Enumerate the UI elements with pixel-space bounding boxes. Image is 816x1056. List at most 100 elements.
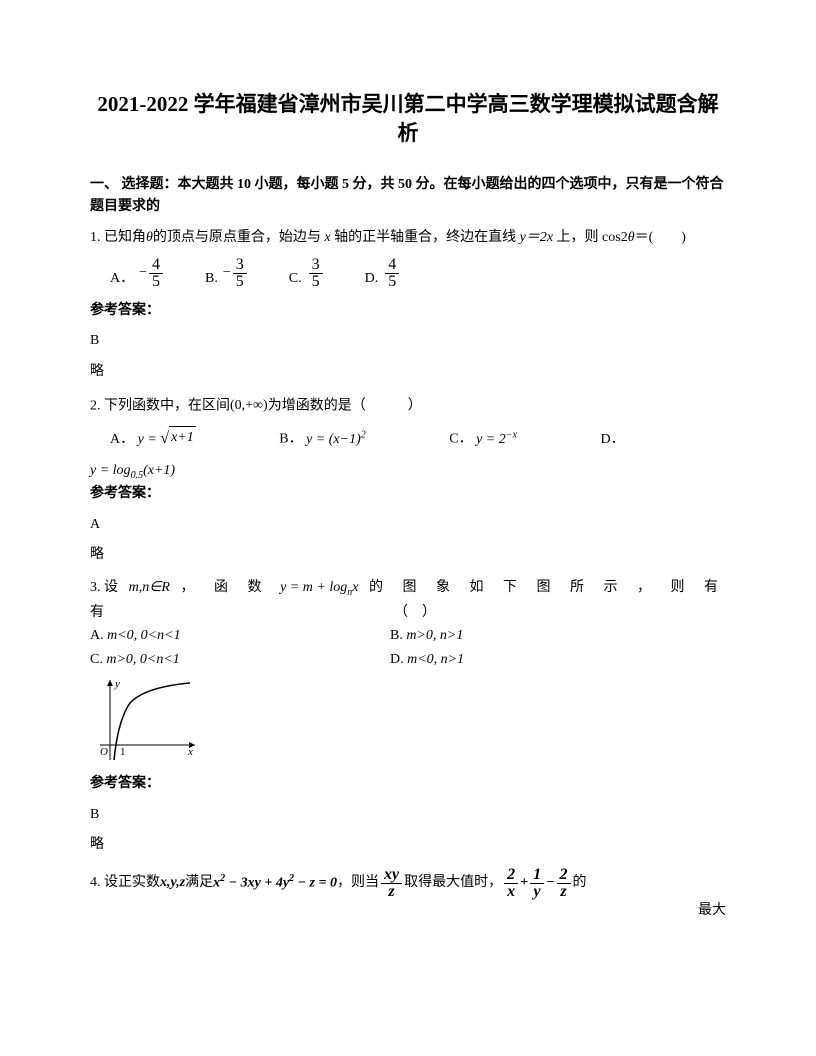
- q1-t3: 轴的正半轴重合，终边在直线: [331, 230, 520, 245]
- q2-d-label: D．: [600, 432, 624, 447]
- q4-f1-num: xy: [381, 867, 402, 884]
- q1-opt-d: D. 45: [365, 257, 402, 290]
- q3-opt-a: A. m<0, 0<n<1: [90, 625, 390, 647]
- q1-d-frac: 45: [385, 257, 399, 290]
- q3-paren: （ ）: [104, 602, 726, 624]
- graph-y-label: y: [114, 678, 120, 690]
- q4-expr2: 2x + 1y − 2z: [502, 867, 572, 900]
- q4-t5: 的: [573, 872, 587, 894]
- q1-t1: 1. 已知角: [90, 230, 146, 245]
- q4-tail: 最大: [90, 900, 726, 922]
- question-4: 4. 设正实数 x,y,z 满足 x2 − 3xy + 4y2 − z = 0 …: [90, 867, 726, 922]
- q2-a-expr: y = √x+1: [138, 432, 196, 447]
- page-title: 2021-2022 学年福建省漳州市吴川第二中学高三数学理模拟试题含解析: [90, 90, 726, 149]
- q2-c-label: C．: [449, 432, 472, 447]
- q2-b-expr: y = (x−1)2: [306, 432, 366, 447]
- graph-x-intercept: 1: [120, 746, 126, 758]
- q3-d-expr: m<0, n>1: [407, 652, 464, 667]
- q4-e2-d1: x: [504, 884, 518, 900]
- q1-brief: 略: [90, 361, 726, 383]
- q1-opt-c: C. 35: [289, 257, 325, 290]
- q3-text-row1: 3. 设 m,n∈R ， 函 数 y = m + lognx 的 图 象 如 下…: [90, 577, 726, 601]
- graph-origin: O: [100, 746, 108, 758]
- q1-a-num: 4: [149, 257, 163, 274]
- q2-t1: 2. 下列函数中，在区间: [90, 399, 230, 414]
- q4-eq: x2 − 3xy + 4y2 − z = 0: [213, 871, 337, 895]
- q3-func: y = m + lognx: [280, 577, 358, 601]
- question-1: 1. 已知角θ的顶点与原点重合，始边与 x 轴的正半轴重合，终边在直线 y＝2x…: [90, 227, 726, 384]
- q1-d-num: 4: [385, 257, 399, 274]
- q4-t2: 满足: [185, 872, 213, 894]
- graph-x-label: x: [187, 746, 193, 758]
- q1-b-label: B.: [205, 268, 218, 290]
- q2-interval: (0,+∞): [230, 395, 268, 417]
- q3-opt-b: B. m>0, n>1: [390, 625, 463, 647]
- q1-a-frac: −45: [139, 257, 165, 290]
- question-3: 3. 设 m,n∈R ， 函 数 y = m + lognx 的 图 象 如 下…: [90, 577, 726, 857]
- q3-c-label: C.: [90, 652, 103, 667]
- q3-text-row2: 有 （ ）: [90, 602, 726, 624]
- q2-brief: 略: [90, 544, 726, 566]
- q4-e2-n3: 2: [557, 867, 571, 884]
- q2-c-expr: y = 2−x: [476, 432, 517, 447]
- q1-c-frac: 35: [309, 257, 323, 290]
- q3-graph: O 1 x y: [90, 675, 200, 765]
- q2-opt-d-expr-line: y = log0.5(x+1): [90, 460, 726, 484]
- q1-a-label: A．: [110, 268, 134, 290]
- q1-c-den: 5: [309, 274, 323, 290]
- q3-c-expr: m>0, 0<n<1: [106, 652, 179, 667]
- q1-eq: y＝2x: [520, 230, 553, 245]
- q2-opt-a: A． y = √x+1: [110, 426, 196, 452]
- q3-b-label: B.: [390, 628, 403, 643]
- q1-t4: 上，则 cos2: [553, 230, 628, 245]
- q1-b-frac: −35: [223, 257, 249, 290]
- q3-a-expr: m<0, 0<n<1: [107, 628, 180, 643]
- q3-t3: 的 图 象 如 下 图 所 示 ， 则 有: [369, 577, 726, 601]
- q4-f1-den: z: [385, 884, 397, 900]
- q1-c-label: C.: [289, 268, 302, 290]
- q1-b-den: 5: [233, 274, 247, 290]
- question-2: 2. 下列函数中，在区间(0,+∞)为增函数的是（ ） A． y = √x+1 …: [90, 395, 726, 566]
- q2-b-label: B．: [279, 432, 302, 447]
- q1-text: 1. 已知角θ的顶点与原点重合，始边与 x 轴的正半轴重合，终边在直线 y＝2x…: [90, 227, 726, 249]
- q4-vars: x,y,z: [160, 872, 185, 894]
- q1-t5: ＝( ): [635, 230, 686, 245]
- q2-answer-label: 参考答案：: [90, 483, 726, 505]
- q3-brief: 略: [90, 834, 726, 856]
- q4-e2-n2: 1: [530, 867, 544, 884]
- q3-you: 有: [90, 602, 104, 624]
- q3-opt-d: D. m<0, n>1: [390, 649, 464, 671]
- q3-b-expr: m>0, n>1: [406, 628, 463, 643]
- q4-minus: −: [546, 872, 554, 894]
- q1-c-num: 3: [309, 257, 323, 274]
- q4-text: 4. 设正实数 x,y,z 满足 x2 − 3xy + 4y2 − z = 0 …: [90, 867, 726, 900]
- q1-theta: θ: [146, 230, 153, 245]
- q1-answer-label: 参考答案：: [90, 300, 726, 322]
- q3-answer: B: [90, 804, 726, 826]
- q1-t2: 的顶点与原点重合，始边与: [153, 230, 325, 245]
- q4-e2-d3: z: [557, 884, 569, 900]
- q1-d-label: D.: [365, 268, 379, 290]
- section-header: 一、 选择题：本大题共 10 小题，每小题 5 分，共 50 分。在每小题给出的…: [90, 174, 726, 219]
- q4-plus: +: [520, 872, 528, 894]
- q4-t3: ，则当: [337, 872, 379, 894]
- q4-t4: 取得最大值时，: [404, 872, 502, 894]
- q1-answer: B: [90, 330, 726, 352]
- q2-answer: A: [90, 514, 726, 536]
- q2-opt-d: D．: [600, 429, 624, 451]
- q1-d-den: 5: [385, 274, 399, 290]
- q1-theta2: θ: [628, 230, 635, 245]
- q2-opt-c: C． y = 2−x: [449, 427, 517, 451]
- q4-e2-d2: y: [531, 884, 544, 900]
- q2-opt-b: B． y = (x−1)2: [279, 427, 366, 451]
- q2-t2: 为增函数的是（ ）: [268, 399, 422, 414]
- q2-text: 2. 下列函数中，在区间(0,+∞)为增函数的是（ ）: [90, 395, 726, 418]
- q2-options: A． y = √x+1 B． y = (x−1)2 C． y = 2−x D．: [90, 426, 726, 452]
- q3-options: A. m<0, 0<n<1 B. m>0, n>1 C. m>0, 0<n<1 …: [90, 625, 726, 672]
- q1-b-num: 3: [233, 257, 247, 274]
- q2-d-expr: y = log0.5(x+1): [90, 463, 175, 478]
- q3-a-label: A.: [90, 628, 104, 643]
- q1-options: A． −45 B. −35 C. 35 D. 45: [90, 257, 726, 290]
- q3-d-label: D.: [390, 652, 404, 667]
- q3-opt-c: C. m>0, 0<n<1: [90, 649, 390, 671]
